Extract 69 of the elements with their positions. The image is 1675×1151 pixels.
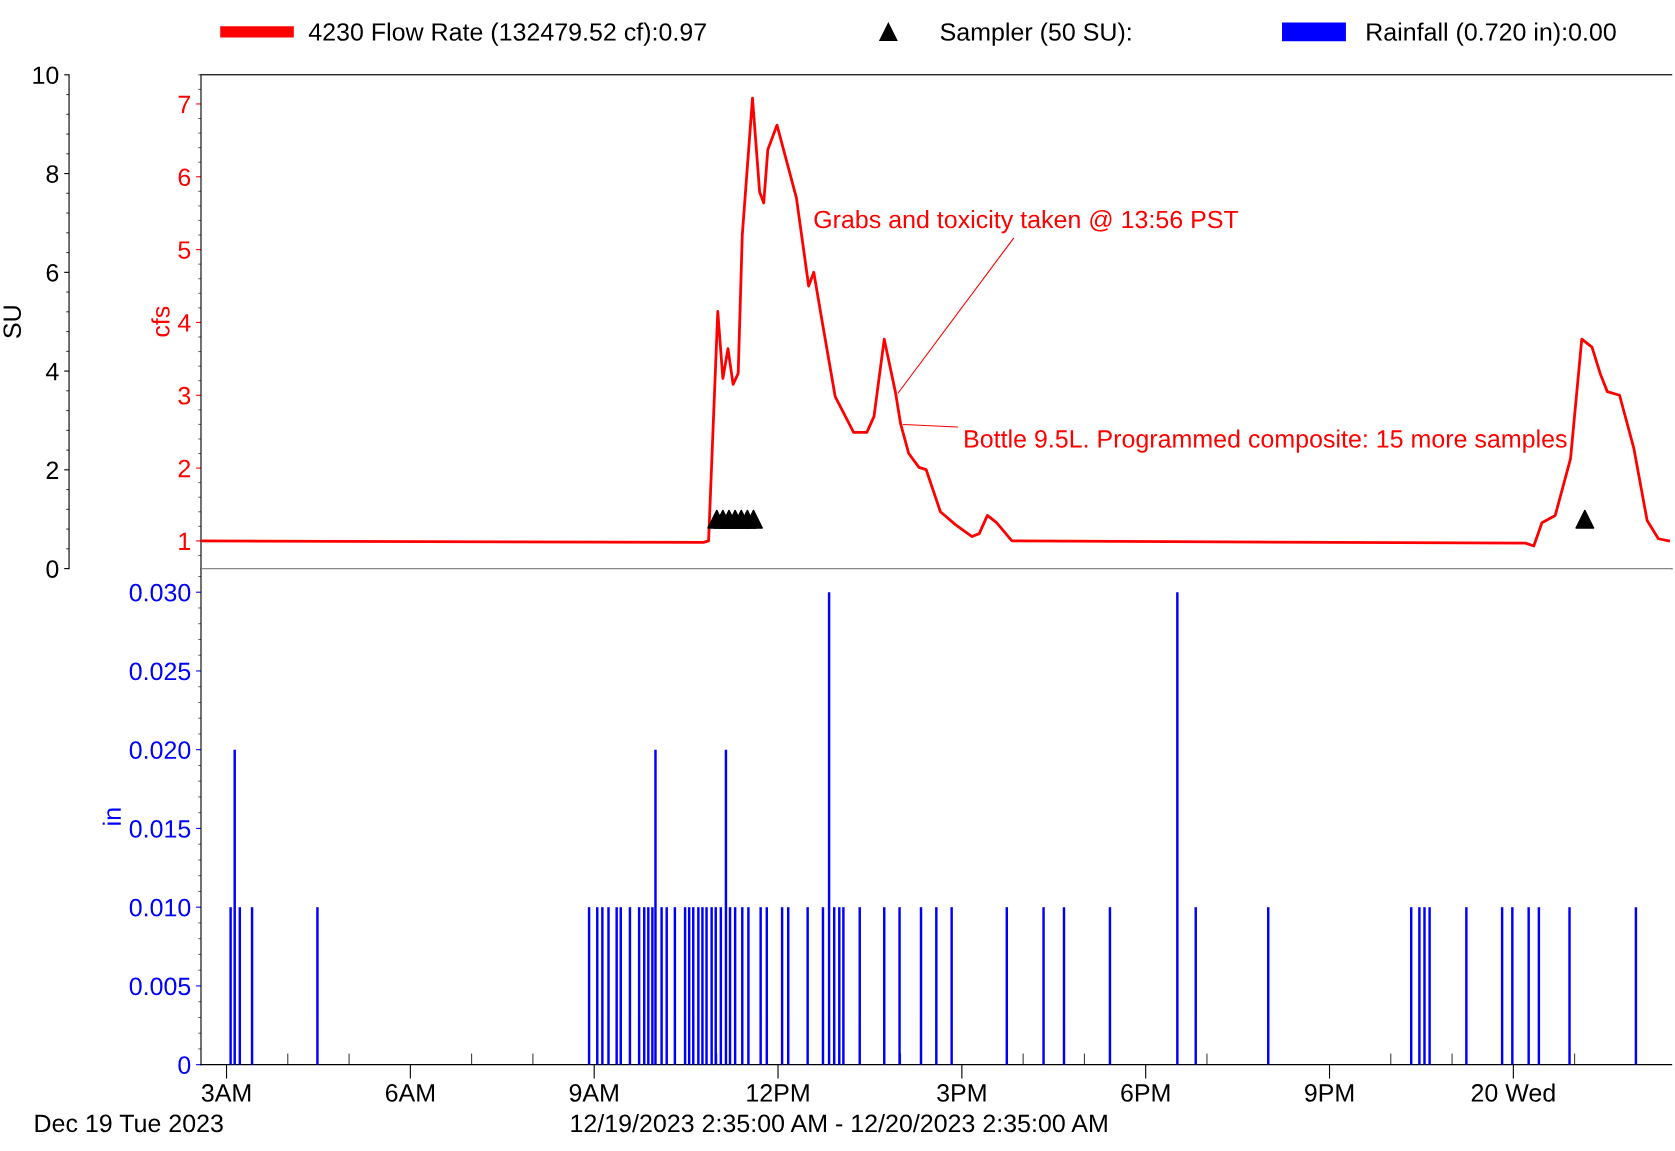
y2-tick-label: 0 [46,560,59,578]
y-tick-label: 6 [178,168,191,187]
x-tick-label: 9PM [1304,1084,1354,1102]
y-tick-label: 0.010 [129,898,191,917]
annotation: Bottle 9.5L. Programmed composite: 15 more samples [965,429,1567,453]
bar [647,907,650,1065]
bar [1176,592,1179,1065]
y2-tick-label: 6 [46,263,59,282]
bar [1428,907,1431,1065]
bar [705,907,708,1065]
bar [747,907,750,1065]
bar [838,907,841,1065]
x-tick-label: 20 Wed [1471,1083,1555,1102]
y-axis-title: cfs [151,306,170,337]
y-axis-title: in [102,808,121,825]
y-tick-label: 0.030 [129,583,191,602]
legend-label: 4230 Flow Rate (132479.52 cf):0.97 [308,22,706,46]
bar [601,907,604,1065]
y2-axis-title: SU [3,306,22,338]
legend-label: Sampler (50 SU): [940,22,1131,46]
bar [654,749,657,1065]
annotation: Grabs and toxicity taken @ 13:56 PST [814,210,1239,234]
bar [1511,907,1514,1065]
x-tick-label: 9AM [569,1084,618,1102]
y2-tick-label: 2 [46,461,59,479]
bar [1423,907,1426,1065]
bar [1568,907,1571,1065]
bar [842,907,845,1065]
bar [1418,907,1421,1065]
x-tick-label: 6PM [1121,1084,1170,1102]
bar [316,907,319,1065]
bar [759,907,762,1065]
y-tick-label: 0 [178,1056,191,1074]
text: 12/19/2023 2:35:00 AM - 12/20/2023 2:35:00 AM [571,1113,1107,1133]
y-tick-label: 0.005 [129,977,191,996]
x-tick-label: 12PM [747,1084,809,1102]
y-tick-label: 4 [177,314,191,332]
y2-tick-label: 4 [46,362,59,381]
y-tick-label: 0.015 [129,820,191,838]
bar [950,907,953,1065]
bar [1465,907,1468,1065]
bar [935,907,938,1065]
y2-tick-label: 8 [46,165,59,183]
bar [701,907,704,1065]
y-tick-label: 0.025 [129,662,191,681]
bar [741,907,744,1065]
y-tick-label: 2 [178,459,191,478]
x-tick-label: 3AM [201,1084,251,1102]
y-tick-label: 7 [178,95,191,114]
legend-label: Rainfall (0.720 in):0.00 [1367,22,1616,46]
text: Dec 19 Tue 2023 [35,1114,223,1133]
y-tick-label: 0.020 [129,741,191,760]
bar [1527,907,1530,1065]
y-tick-label: 1 [179,532,191,550]
bar [660,907,663,1065]
bar [665,907,668,1065]
bar [607,907,610,1065]
bar [1042,907,1045,1065]
bar [233,749,236,1065]
bar [898,907,901,1065]
y-tick-label: 5 [178,241,191,259]
x-tick-label: 3PM [937,1084,986,1102]
bar [806,907,809,1065]
bar [697,907,700,1065]
bar [615,907,618,1065]
x-tick-label: 6AM [385,1084,435,1102]
y2-tick-label: 10 [33,66,59,85]
y-tick-label: 3 [178,386,191,405]
bar [710,907,713,1065]
